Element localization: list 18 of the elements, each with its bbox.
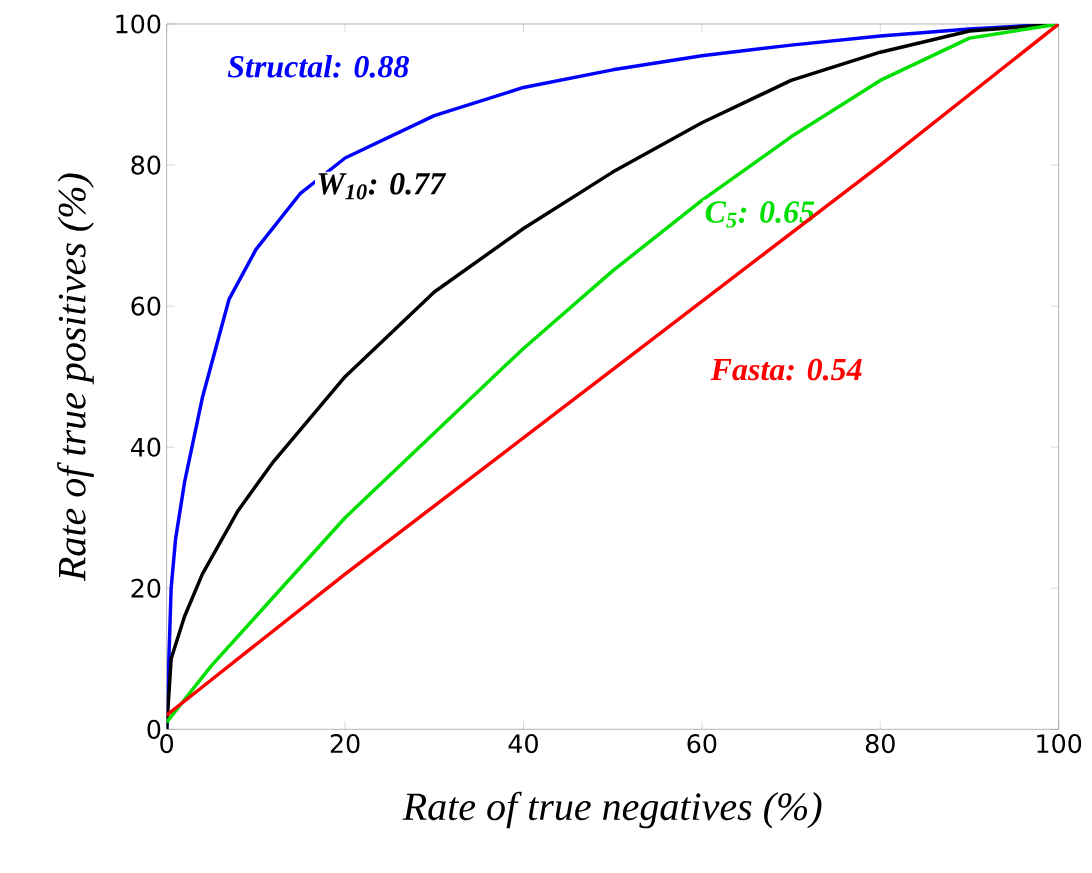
text: W$_{10}$: 0.77 [318,172,447,200]
series-label: Fasta: 0.54 [710,358,862,381]
series-label: Structal: 0.88 [227,54,409,78]
y-tick-label: 60 [131,296,161,316]
y-tick-label: 20 [131,578,161,598]
x-axis-title: Rate of true negatives (%) [402,791,822,829]
x-tick-label: 100 [1037,733,1082,754]
y-axis-title: Rate of true positives (%) [57,173,94,582]
y-tick-label: 100 [116,14,161,34]
x-tick-label: 40 [508,733,538,754]
x-tick-label: 0 [160,733,174,754]
y-tick-label: 0 [147,719,161,739]
x-tick-label: 80 [865,733,895,754]
series-label: C$_{5}$: 0.65 [705,201,815,228]
y-tick-label: 80 [131,155,161,175]
x-tick-label: 60 [687,733,717,754]
x-tick-label: 20 [330,733,360,754]
y-tick-label: 40 [130,437,161,457]
